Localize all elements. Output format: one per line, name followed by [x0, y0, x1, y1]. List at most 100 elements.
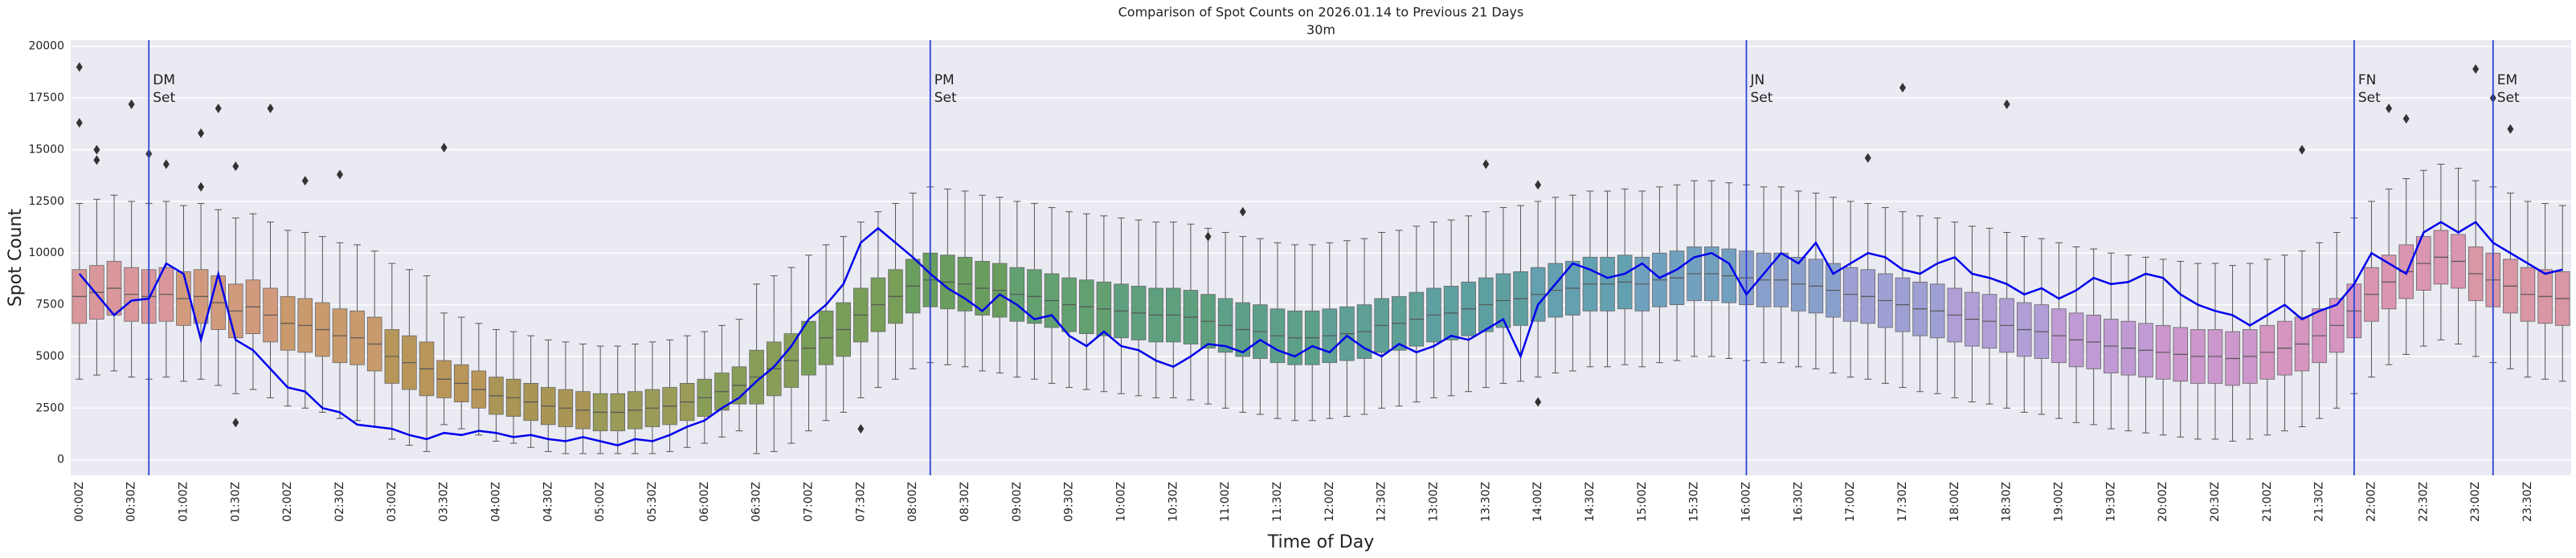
- x-tick-label: 10:00Z: [1114, 482, 1127, 522]
- x-tick-label: 06:30Z: [750, 482, 763, 522]
- x-tick-label: 21:30Z: [2313, 482, 2326, 522]
- y-tick-label: 5000: [35, 350, 64, 363]
- x-tick-label: 15:00Z: [1636, 482, 1649, 522]
- x-tick-label: 04:00Z: [489, 482, 502, 522]
- outlier: [1864, 153, 1871, 163]
- x-tick-label: 07:30Z: [854, 482, 867, 522]
- x-tick-label: 22:00Z: [2365, 482, 2378, 522]
- x-tick-label: 08:00Z: [906, 482, 919, 522]
- outlier: [2386, 103, 2393, 113]
- x-tick-label: 20:00Z: [2157, 482, 2169, 522]
- y-tick-label: 20000: [28, 40, 64, 53]
- x-tick-label: 12:30Z: [1376, 482, 1388, 522]
- event-label: Set: [153, 90, 175, 106]
- plot-background: [71, 40, 2571, 475]
- event-label: Set: [2358, 90, 2381, 106]
- y-tick-label: 0: [57, 454, 64, 466]
- x-tick-label: 07:00Z: [802, 482, 815, 522]
- outlier: [1899, 83, 1906, 93]
- outlier: [1535, 397, 1542, 407]
- outlier: [857, 424, 865, 434]
- y-tick-label: 15000: [28, 143, 64, 156]
- outlier: [76, 62, 83, 72]
- x-tick-label: 23:00Z: [2469, 482, 2482, 522]
- event-label: PM: [934, 72, 955, 88]
- x-tick-label: 20:30Z: [2209, 482, 2222, 522]
- outlier: [1535, 180, 1542, 190]
- outlier: [336, 169, 343, 180]
- x-tick-label: 17:00Z: [1844, 482, 1857, 522]
- x-axis-label: Time of Day: [1267, 532, 1374, 552]
- outlier: [93, 155, 100, 165]
- x-tick-label: 05:00Z: [594, 482, 607, 522]
- outlier: [2402, 113, 2410, 124]
- x-tick-label: 08:30Z: [959, 482, 971, 522]
- y-tick-label: 12500: [28, 195, 64, 208]
- outlier: [440, 142, 448, 153]
- x-tick-label: 01:00Z: [177, 482, 190, 522]
- x-tick-label: 19:30Z: [2104, 482, 2117, 522]
- event-label: JN: [1749, 72, 1764, 88]
- y-tick-label: 17500: [28, 92, 64, 104]
- x-tick-label: 03:30Z: [438, 482, 451, 522]
- event-label: Set: [2497, 90, 2520, 106]
- outlier: [128, 99, 135, 109]
- y-axis-label: Spot Count: [6, 208, 26, 307]
- x-tick-label: 17:30Z: [1896, 482, 1909, 522]
- x-tick-label: 15:30Z: [1688, 482, 1701, 522]
- outlier: [232, 161, 239, 172]
- x-tick-label: 00:00Z: [73, 482, 86, 522]
- x-tick-label: 14:00Z: [1531, 482, 1544, 522]
- x-tick-label: 09:00Z: [1011, 482, 1024, 522]
- event-label: Set: [1750, 90, 1773, 106]
- x-tick-label: 11:30Z: [1271, 482, 1284, 522]
- outlier: [198, 128, 205, 138]
- outlier: [162, 159, 170, 169]
- outlier: [2507, 124, 2514, 134]
- current-day-line: [78, 220, 2563, 447]
- x-tick-label: 09:30Z: [1063, 482, 1076, 522]
- x-tick-label: 05:30Z: [646, 482, 659, 522]
- outlier: [215, 103, 222, 113]
- x-tick-label: 00:30Z: [125, 482, 138, 522]
- outlier: [76, 117, 83, 128]
- y-tick-label: 2500: [35, 401, 64, 414]
- outlier: [198, 181, 205, 192]
- x-tick-label: 21:00Z: [2261, 482, 2274, 522]
- x-tick-label: 22:30Z: [2417, 482, 2430, 522]
- event-label: DM: [153, 72, 175, 88]
- y-tick-label: 10000: [28, 246, 64, 259]
- outlier: [2003, 99, 2010, 109]
- x-tick-label: 04:30Z: [542, 482, 554, 522]
- x-tick-label: 13:30Z: [1479, 482, 1492, 522]
- x-tick-label: 14:30Z: [1584, 482, 1597, 522]
- event-label: FN: [2358, 72, 2377, 88]
- x-tick-label: 03:00Z: [386, 482, 399, 522]
- x-tick-label: 18:00Z: [1948, 482, 1961, 522]
- x-tick-label: 18:30Z: [2001, 482, 2014, 522]
- outlier: [93, 145, 100, 155]
- x-tick-label: 02:30Z: [333, 482, 346, 522]
- outlier: [1239, 206, 1246, 217]
- chart-title: Comparison of Spot Counts on 2026.01.14 …: [1118, 5, 1524, 20]
- x-tick-label: 12:00Z: [1323, 482, 1336, 522]
- outlier: [301, 176, 309, 186]
- x-tick-label: 01:30Z: [229, 482, 242, 522]
- x-tick-label: 13:00Z: [1427, 482, 1440, 522]
- x-tick-label: 11:00Z: [1219, 482, 1232, 522]
- outlier: [267, 103, 274, 113]
- x-tick-label: 23:30Z: [2521, 482, 2534, 522]
- event-label: Set: [934, 90, 957, 106]
- y-tick-label: 7500: [35, 299, 64, 312]
- outlier: [232, 417, 239, 428]
- event-label: EM: [2497, 72, 2517, 88]
- x-tick-label: 02:00Z: [281, 482, 294, 522]
- chart-subtitle: 30m: [1306, 22, 1335, 38]
- outlier: [2472, 64, 2480, 75]
- outlier: [1482, 159, 1490, 169]
- x-tick-label: 06:00Z: [698, 482, 711, 522]
- outlier: [2299, 145, 2306, 155]
- outlier: [1204, 231, 1212, 242]
